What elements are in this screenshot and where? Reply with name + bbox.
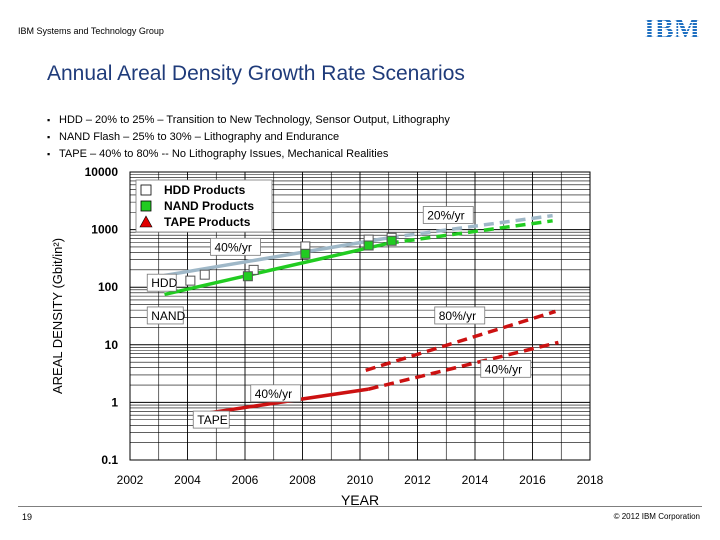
ibm-logo: IBM	[644, 14, 700, 40]
annotation-box	[146, 273, 177, 292]
annotation-box	[146, 306, 184, 325]
slide-title: Annual Areal Density Growth Rate Scenari…	[47, 62, 465, 85]
trend-line-hdd	[388, 213, 553, 240]
bullet-item: TAPE – 40% to 80% -- No Lithography Issu…	[59, 146, 450, 163]
hdd-products-point	[185, 275, 196, 286]
x-tick-label: 2006	[232, 473, 259, 487]
legend-box	[135, 179, 273, 233]
nand-products-point	[386, 235, 397, 246]
hdd-products-point	[199, 269, 210, 280]
ibm-logo-text: IBM	[644, 14, 700, 40]
x-tick-label: 2014	[462, 473, 489, 487]
x-tick-label: 2004	[174, 473, 201, 487]
legend-label: HDD Products	[164, 183, 246, 197]
legend-marker-square	[140, 184, 152, 196]
y-axis-label: AREAL DENSITY (Gbit/in²)	[50, 238, 65, 394]
x-tick-label: 2002	[117, 473, 144, 487]
x-axis-label: YEAR	[341, 492, 379, 508]
copyright: © 2012 IBM Corporation	[613, 512, 700, 521]
trend-line-tape	[368, 340, 559, 391]
annotation-box	[250, 384, 302, 403]
trend-line-tape	[365, 309, 557, 373]
legend-label: NAND Products	[164, 199, 254, 213]
y-tick-label: 1	[111, 395, 118, 409]
x-tick-label: 2010	[347, 473, 374, 487]
footer-divider	[18, 506, 702, 507]
hdd-products-point	[248, 264, 259, 275]
trend-line-nand	[388, 219, 553, 245]
x-tick-label: 2018	[577, 473, 604, 487]
bullet-item: HDD – 20% to 25% – Transition to New Tec…	[59, 112, 450, 129]
annotation-label: 40%/yr	[255, 387, 292, 401]
annotation-label: HDD	[151, 276, 177, 290]
legend-label: TAPE Products	[164, 215, 251, 229]
bullet-item: NAND Flash – 25% to 30% – Lithography an…	[59, 129, 450, 146]
x-tick-label: 2012	[404, 473, 431, 487]
trend-line-hdd	[164, 236, 390, 278]
y-tick-label: 100	[98, 280, 118, 294]
nand-products-point	[242, 271, 253, 282]
annotation-box	[422, 206, 474, 224]
y-tick-label: 10	[105, 338, 119, 352]
y-tick-label: 10000	[85, 165, 119, 179]
annotation-box	[192, 410, 230, 429]
annotation-box	[434, 306, 486, 325]
annotation-label: TAPE	[197, 413, 227, 427]
page-number: 19	[22, 512, 33, 522]
legend-marker-triangle	[139, 215, 153, 228]
x-tick-label: 2016	[519, 473, 546, 487]
header-group-label: IBM Systems and Technology Group	[18, 26, 164, 36]
nand-products-point	[300, 248, 311, 259]
nand-products-point	[363, 240, 374, 251]
legend-marker-square	[140, 200, 152, 212]
bullet-list: HDD – 20% to 25% – Transition to New Tec…	[59, 112, 450, 163]
y-tick-label: 1000	[91, 223, 118, 237]
x-tick-label: 2008	[289, 473, 316, 487]
annotation-box	[210, 237, 261, 256]
annotation-box	[480, 359, 532, 378]
annotation-label: 80%/yr	[439, 309, 476, 323]
trend-line-nand	[164, 241, 390, 297]
annotation-label: 40%/yr	[215, 240, 252, 254]
annotation-label: NAND	[151, 309, 185, 323]
y-tick-label: 0.1	[101, 453, 118, 467]
annotation-label: 40%/yr	[485, 362, 522, 376]
annotation-label: 20%/yr	[427, 208, 464, 222]
